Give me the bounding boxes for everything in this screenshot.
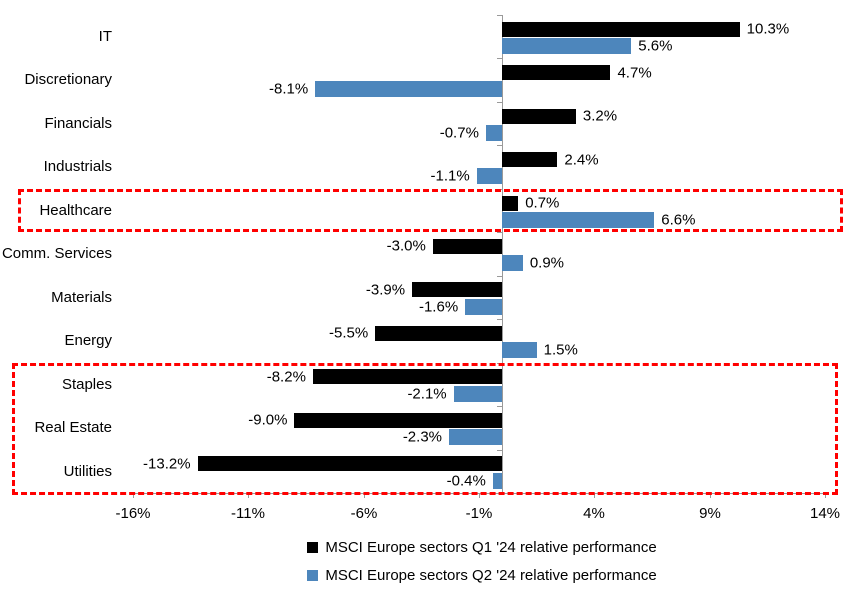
category-boundary-tick (497, 232, 503, 233)
value-label-q2-comm-services: 0.9% (529, 254, 565, 272)
value-label-q1-financials: 3.2% (582, 107, 618, 125)
category-label-healthcare: Healthcare (39, 201, 112, 219)
category-label-energy: Energy (64, 332, 112, 350)
bar-q2-materials (465, 298, 503, 315)
bar-q1-comm-services (432, 238, 503, 254)
x-axis-tick-label: 4% (583, 505, 605, 522)
category-label-financials: Financials (44, 114, 112, 132)
x-axis-tick (248, 493, 249, 498)
highlight-box-healthcare (18, 189, 843, 232)
value-label-q2-utilities: -0.4% (446, 472, 486, 490)
value-label-q2-materials: -1.6% (418, 298, 459, 316)
bar-q2-industrials (476, 168, 503, 185)
bar-q2-discretionary (315, 81, 503, 98)
chart-legend: MSCI Europe sectors Q1 '24 relative perf… (112, 533, 852, 589)
legend-item-q2: MSCI Europe sectors Q2 '24 relative perf… (307, 561, 657, 589)
value-label-q1-staples: -8.2% (266, 368, 306, 386)
legend-label-q2: MSCI Europe sectors Q2 '24 relative perf… (325, 566, 657, 584)
bar-q1-healthcare (502, 195, 519, 211)
category-label-comm-services: Comm. Services (1, 245, 112, 263)
category-label-real-estate: Real Estate (34, 419, 112, 437)
value-label-q1-comm-services: -3.0% (386, 237, 426, 255)
bar-q1-it (502, 21, 740, 37)
category-label-discretionary: Discretionary (24, 71, 112, 89)
value-label-q1-real-estate: -9.0% (248, 411, 288, 429)
legend-swatch-q2-icon (307, 569, 319, 581)
category-boundary-tick (497, 145, 503, 146)
bar-q1-materials (412, 282, 503, 298)
value-label-q1-energy: -5.5% (329, 324, 369, 342)
bar-q2-utilities (492, 472, 503, 489)
bar-q1-staples (312, 369, 503, 385)
bar-q1-industrials (502, 152, 558, 168)
value-label-q2-it: 5.6% (638, 37, 673, 55)
category-label-utilities: Utilities (63, 462, 112, 480)
y-axis-line (502, 15, 504, 493)
x-axis-tick-label: -6% (350, 505, 378, 522)
bar-q1-energy (375, 325, 503, 341)
value-label-q2-financials: -0.7% (439, 124, 479, 142)
x-axis-tick-label: -16% (115, 505, 151, 522)
x-axis-tick (364, 493, 365, 498)
category-boundary-tick (497, 58, 503, 59)
bar-q2-comm-services (502, 255, 523, 272)
category-label-staples: Staples (61, 375, 112, 393)
value-label-q2-discretionary: -8.1% (269, 80, 309, 98)
bar-q1-utilities (197, 456, 503, 472)
highlight-box-staples-real-estate-utilities (12, 363, 838, 495)
value-label-q1-industrials: 2.4% (564, 151, 599, 169)
x-axis-tick (825, 493, 826, 498)
value-label-q1-utilities: -13.2% (143, 455, 191, 473)
x-axis-tick-label: 14% (809, 505, 841, 522)
category-boundary-tick (497, 319, 503, 320)
value-label-q1-materials: -3.9% (365, 281, 406, 299)
x-axis-tick (594, 493, 595, 498)
bar-q2-financials (485, 124, 503, 141)
bar-q2-it (502, 38, 632, 54)
legend-swatch-q1-icon (307, 541, 319, 553)
value-label-q1-it: 10.3% (746, 20, 790, 38)
category-boundary-tick (497, 102, 503, 103)
bar-q2-healthcare (502, 211, 655, 228)
bar-q2-energy (502, 342, 537, 359)
bar-q1-real-estate (294, 412, 503, 428)
category-boundary-tick (497, 406, 503, 407)
legend-label-q1: MSCI Europe sectors Q1 '24 relative perf… (325, 538, 657, 556)
value-label-q2-real-estate: -2.3% (402, 428, 442, 446)
value-label-q2-healthcare: 6.6% (661, 211, 696, 229)
x-axis-tick (133, 493, 134, 498)
value-label-q1-healthcare: 0.7% (525, 194, 560, 212)
category-label-industrials: Industrials (43, 158, 112, 176)
bar-q2-staples (453, 385, 503, 402)
bar-q1-financials (502, 108, 576, 124)
category-label-it: IT (98, 28, 112, 45)
x-axis-tick (479, 493, 480, 498)
value-label-q2-staples: -2.1% (407, 385, 447, 403)
x-axis-tick (710, 493, 711, 498)
legend-item-q1: MSCI Europe sectors Q1 '24 relative perf… (307, 533, 657, 561)
category-boundary-tick (497, 15, 503, 16)
value-label-q2-industrials: -1.1% (430, 167, 470, 185)
bar-q2-real-estate (449, 429, 503, 446)
x-axis-tick-label: -11% (231, 505, 265, 522)
category-label-materials: Materials (51, 288, 112, 306)
x-axis-tick-label: -1% (465, 505, 493, 522)
x-axis-tick-label: 9% (699, 505, 721, 522)
value-label-q1-discretionary: 4.7% (617, 64, 652, 82)
category-boundary-tick (497, 276, 503, 277)
category-boundary-tick (497, 450, 503, 451)
value-label-q2-energy: 1.5% (543, 341, 578, 359)
bar-q1-discretionary (502, 65, 611, 81)
